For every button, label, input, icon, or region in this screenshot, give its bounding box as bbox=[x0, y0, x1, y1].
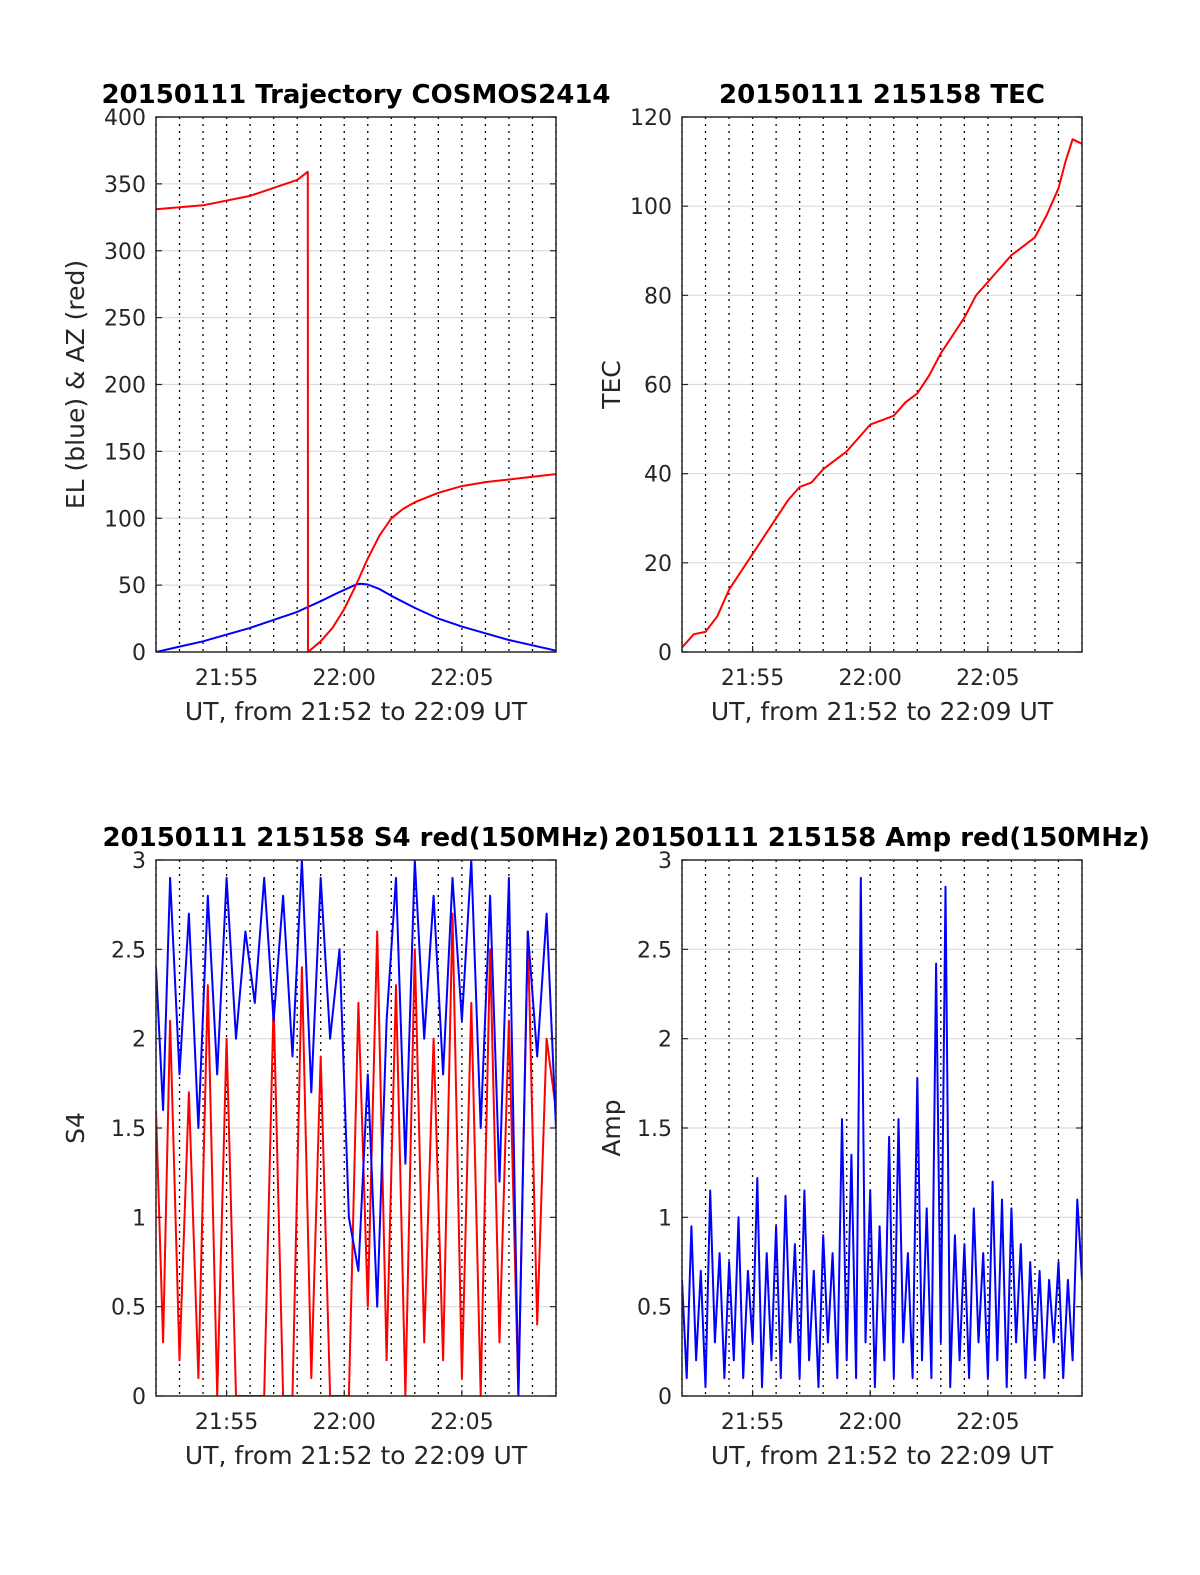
y-tick-label: 0 bbox=[132, 1385, 146, 1410]
y-tick-label: 300 bbox=[104, 240, 146, 265]
y-axis-label: EL (blue) & AZ (red) bbox=[61, 260, 90, 509]
y-tick-label: 60 bbox=[644, 374, 672, 399]
y-tick-label: 120 bbox=[630, 106, 672, 131]
y-tick-label: 80 bbox=[644, 284, 672, 309]
y-axis-label: S4 bbox=[61, 1112, 90, 1144]
chart-title: 20150111 215158 Amp red(150MHz) bbox=[614, 823, 1150, 853]
y-tick-label: 2.5 bbox=[111, 938, 146, 963]
x-axis-label: UT, from 21:52 to 22:09 UT bbox=[185, 697, 528, 726]
x-axis-label: UT, from 21:52 to 22:09 UT bbox=[185, 1441, 528, 1470]
y-tick-label: 250 bbox=[104, 307, 146, 332]
y-tick-label: 20 bbox=[644, 552, 672, 577]
series-line-az bbox=[156, 170, 556, 652]
y-tick-label: 1 bbox=[658, 1206, 672, 1231]
y-tick-label: 2 bbox=[132, 1028, 146, 1053]
series-line-s4-blue bbox=[156, 860, 556, 1396]
y-tick-label: 0 bbox=[658, 641, 672, 666]
chart-title: 20150111 Trajectory COSMOS2414 bbox=[101, 80, 610, 110]
panel-tec: 0 20 40 60 80 100 120 21:55 22:00 22:05 20150111 2… bbox=[597, 80, 1083, 726]
x-tick-label: 22:00 bbox=[839, 1410, 902, 1435]
y-tick-label: 40 bbox=[644, 463, 672, 488]
x-tick-label: 21:55 bbox=[195, 666, 258, 691]
y-tick-label: 100 bbox=[104, 507, 146, 532]
y-tick-label: 0.5 bbox=[111, 1296, 146, 1321]
chart-title: 20150111 215158 S4 red(150MHz) bbox=[102, 823, 609, 853]
x-tick-label: 22:05 bbox=[956, 1410, 1019, 1435]
y-tick-label: 3 bbox=[658, 849, 672, 874]
y-tick-label: 0 bbox=[658, 1385, 672, 1410]
x-axis-label: UT, from 21:52 to 22:09 UT bbox=[711, 697, 1054, 726]
y-tick-label: 1.5 bbox=[637, 1117, 672, 1142]
x-tick-label: 22:05 bbox=[430, 666, 493, 691]
x-tick-label: 21:55 bbox=[721, 1410, 784, 1435]
x-tick-label: 22:05 bbox=[956, 666, 1019, 691]
series-line-el bbox=[156, 582, 556, 652]
chart-title: 20150111 215158 TEC bbox=[719, 80, 1045, 110]
y-tick-label: 350 bbox=[104, 173, 146, 198]
y-tick-label: 0.5 bbox=[637, 1296, 672, 1321]
series-line-s4-red bbox=[156, 912, 556, 1396]
y-tick-label: 1.5 bbox=[111, 1117, 146, 1142]
y-tick-label: 2 bbox=[658, 1028, 672, 1053]
y-axis-label: Amp bbox=[597, 1099, 626, 1156]
y-tick-label: 400 bbox=[104, 106, 146, 131]
panel-amp: 0 0.5 1 1.5 2 2.5 3 21:55 22:00 22:05 20150111 215… bbox=[597, 823, 1150, 1470]
x-axis-label: UT, from 21:52 to 22:09 UT bbox=[711, 1441, 1054, 1470]
series-line-amp bbox=[682, 876, 1082, 1389]
y-axis-label: TEC bbox=[597, 360, 626, 410]
y-tick-label: 150 bbox=[104, 440, 146, 465]
series-line-tec bbox=[682, 138, 1082, 649]
y-tick-label: 50 bbox=[118, 574, 146, 599]
panel-trajectory: 0 50 100 150 200 250 300 350 400 21:55 22:00 22:05 2… bbox=[61, 80, 611, 726]
x-tick-label: 22:00 bbox=[839, 666, 902, 691]
x-tick-label: 21:55 bbox=[195, 1410, 258, 1435]
x-tick-label: 22:00 bbox=[313, 1410, 376, 1435]
y-tick-label: 0 bbox=[132, 641, 146, 666]
y-tick-label: 2.5 bbox=[637, 938, 672, 963]
x-tick-label: 22:00 bbox=[313, 666, 376, 691]
x-tick-label: 21:55 bbox=[721, 666, 784, 691]
y-tick-label: 200 bbox=[104, 374, 146, 399]
panel-s4: 0 0.5 1 1.5 2 2.5 3 21:55 22:00 22:05 20150111 215… bbox=[61, 823, 610, 1470]
y-tick-label: 100 bbox=[630, 195, 672, 220]
x-tick-label: 22:05 bbox=[430, 1410, 493, 1435]
y-tick-label: 3 bbox=[132, 849, 146, 874]
y-tick-label: 1 bbox=[132, 1206, 146, 1231]
